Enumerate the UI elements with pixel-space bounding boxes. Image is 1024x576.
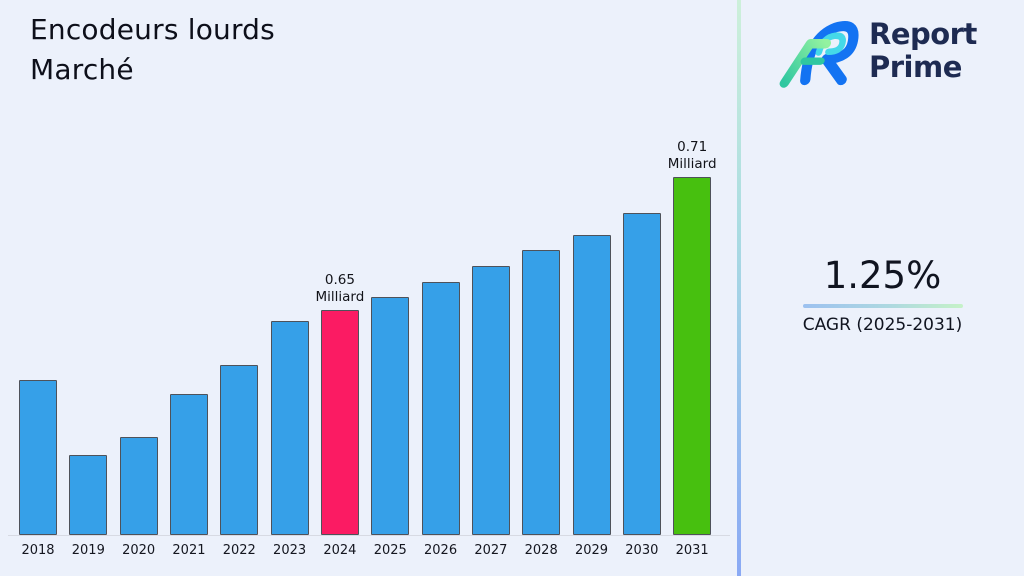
x-tick-2027: 2027 (474, 543, 508, 558)
x-tick-2024: 2024 (323, 543, 357, 558)
bar-label-unit: Milliard (315, 289, 365, 305)
bar-2026 (421, 282, 460, 535)
x-tick-2030: 2030 (625, 543, 659, 558)
cagr-value: 1.25% (823, 254, 942, 297)
bar-label-2024: 0.65 Milliard (280, 272, 400, 306)
x-tick-2029: 2029 (574, 543, 609, 558)
bar-2021 (169, 394, 208, 535)
x-tick-2025: 2025 (373, 543, 407, 558)
page-title: Encodeurs lourds Marché (30, 10, 275, 90)
bar-2025 (371, 297, 410, 535)
bar-2020 (119, 437, 158, 535)
brand-wordmark-line2: Prime (869, 50, 962, 84)
bar-2022 (220, 365, 259, 535)
x-tick-2023: 2023 (273, 543, 307, 558)
bar-label-unit: Milliard (667, 156, 717, 172)
brand-wordmark: Report Prime (869, 18, 977, 84)
bar-label-value: 0.65 (324, 272, 355, 288)
cagr-block: 1.25% CAGR (2025-2031) (741, 254, 1024, 335)
cagr-label: CAGR (2025-2031) (802, 315, 963, 335)
bar-2023 (270, 321, 309, 535)
x-tick-2026: 2026 (424, 543, 458, 558)
page-title-line1: Encodeurs lourds (30, 13, 275, 46)
bar-2028 (522, 250, 561, 535)
x-tick-2019: 2019 (71, 543, 105, 558)
report-prime-logo-icon (779, 21, 859, 88)
bar-2019 (69, 455, 108, 535)
panel-divider (737, 0, 741, 576)
bar-label-value: 0.71 (677, 139, 708, 155)
cagr-underline (802, 304, 963, 308)
bar-2027 (471, 266, 510, 535)
bar-2029 (572, 235, 611, 535)
x-tick-2028: 2028 (524, 543, 558, 558)
x-tick-2022: 2022 (222, 543, 256, 558)
brand: Report Prime (779, 10, 977, 92)
market-chart-panel: Encodeurs lourds Marché 2018 2019 2020 2021… (8, 10, 730, 558)
brand-wordmark-line1: Report (869, 17, 977, 51)
info-panel: Report Prime 1.25% CAGR (2025-2031) (741, 0, 1024, 576)
bar-2024 (320, 310, 359, 535)
bar-label-2031: 0.71 Milliard (632, 139, 752, 173)
page-title-line2: Marché (30, 53, 134, 86)
bar-2030 (622, 213, 661, 535)
x-tick-2031: 2031 (675, 543, 709, 558)
x-tick-2020: 2020 (122, 543, 156, 558)
x-tick-2018: 2018 (21, 543, 55, 558)
bar-2018 (19, 380, 57, 535)
x-axis-line (8, 535, 730, 536)
bar-2031 (673, 177, 712, 535)
x-tick-2021: 2021 (172, 543, 206, 558)
